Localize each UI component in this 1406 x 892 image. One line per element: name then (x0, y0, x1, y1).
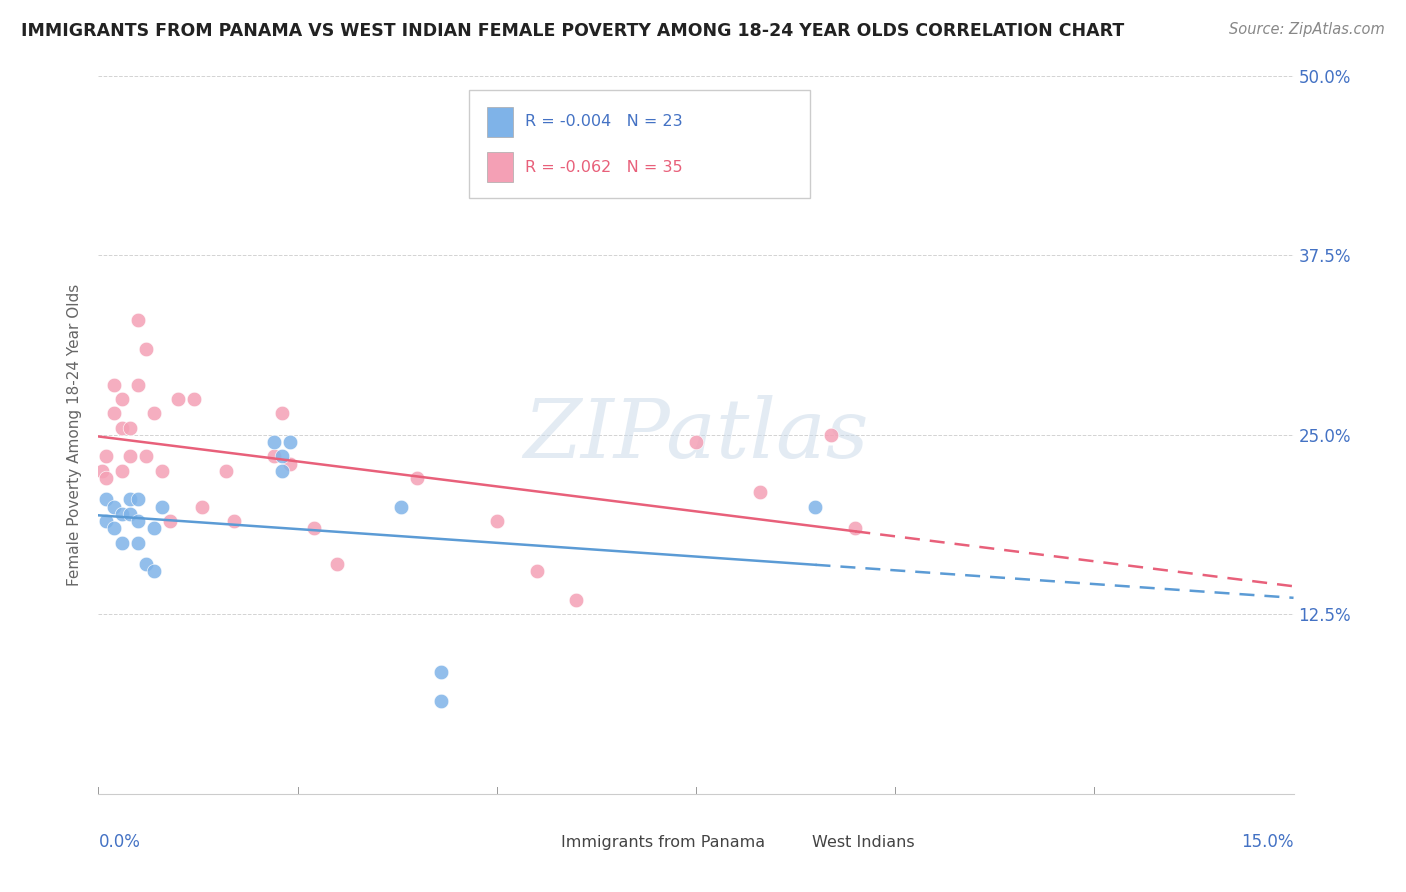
Point (150, 464, 173, 478)
Point (278, 457, 301, 471)
Point (120, 420, 142, 434)
Point (120, 492, 142, 507)
Point (96, 471, 118, 485)
Text: West Indians: West Indians (811, 835, 914, 850)
Point (127, 492, 149, 507)
Point (263, 435, 285, 450)
Point (103, 521, 125, 535)
Point (406, 471, 429, 485)
Point (278, 435, 301, 450)
Point (103, 377, 125, 392)
Point (389, 500, 412, 514)
Point (96, 492, 118, 507)
Point (120, 507, 142, 521)
Point (135, 557, 157, 571)
Point (191, 500, 214, 514)
Bar (486, 152, 513, 182)
Point (91, 464, 114, 478)
Point (96, 514, 118, 528)
Text: ZIPatlas: ZIPatlas (523, 395, 869, 475)
Point (111, 392, 134, 406)
Bar (486, 107, 513, 137)
Point (167, 392, 190, 406)
Point (135, 342, 157, 356)
Point (565, 593, 588, 607)
Text: 0.0%: 0.0% (98, 833, 141, 851)
Point (430, 665, 453, 679)
Point (127, 377, 149, 392)
Point (804, 500, 827, 514)
Point (120, 450, 142, 464)
Point (270, 464, 292, 478)
Point (143, 521, 166, 535)
Point (127, 313, 149, 327)
Text: R = -0.062   N = 35: R = -0.062 N = 35 (524, 160, 683, 175)
Point (430, 693, 453, 707)
Point (111, 420, 134, 434)
Point (96, 450, 118, 464)
Bar (529, 831, 555, 855)
Point (526, 564, 548, 578)
Point (143, 564, 166, 578)
Point (326, 557, 349, 571)
Point (159, 514, 181, 528)
Point (685, 435, 707, 450)
Text: IMMIGRANTS FROM PANAMA VS WEST INDIAN FEMALE POVERTY AMONG 18-24 YEAR OLDS CORRE: IMMIGRANTS FROM PANAMA VS WEST INDIAN FE… (21, 22, 1125, 40)
Point (135, 450, 157, 464)
Point (103, 406, 125, 420)
Point (748, 485, 770, 500)
Y-axis label: Female Poverty Among 18-24 Year Olds: Female Poverty Among 18-24 Year Olds (67, 284, 83, 586)
Text: 15.0%: 15.0% (1241, 833, 1294, 851)
Text: Source: ZipAtlas.com: Source: ZipAtlas.com (1229, 22, 1385, 37)
Point (215, 464, 238, 478)
Point (302, 521, 325, 535)
Point (143, 406, 166, 420)
Point (222, 514, 245, 528)
Point (485, 514, 508, 528)
Point (111, 464, 134, 478)
Point (111, 535, 134, 549)
Text: Immigrants from Panama: Immigrants from Panama (561, 835, 765, 850)
Text: R = -0.004   N = 23: R = -0.004 N = 23 (524, 114, 683, 129)
Point (270, 406, 292, 420)
Point (127, 514, 149, 528)
FancyBboxPatch shape (470, 90, 810, 198)
Point (150, 500, 173, 514)
Point (820, 427, 842, 442)
Point (263, 450, 285, 464)
Point (270, 450, 292, 464)
Point (183, 392, 205, 406)
Point (103, 500, 125, 514)
Bar (779, 831, 806, 855)
Point (127, 535, 149, 549)
Point (844, 521, 866, 535)
Point (111, 507, 134, 521)
